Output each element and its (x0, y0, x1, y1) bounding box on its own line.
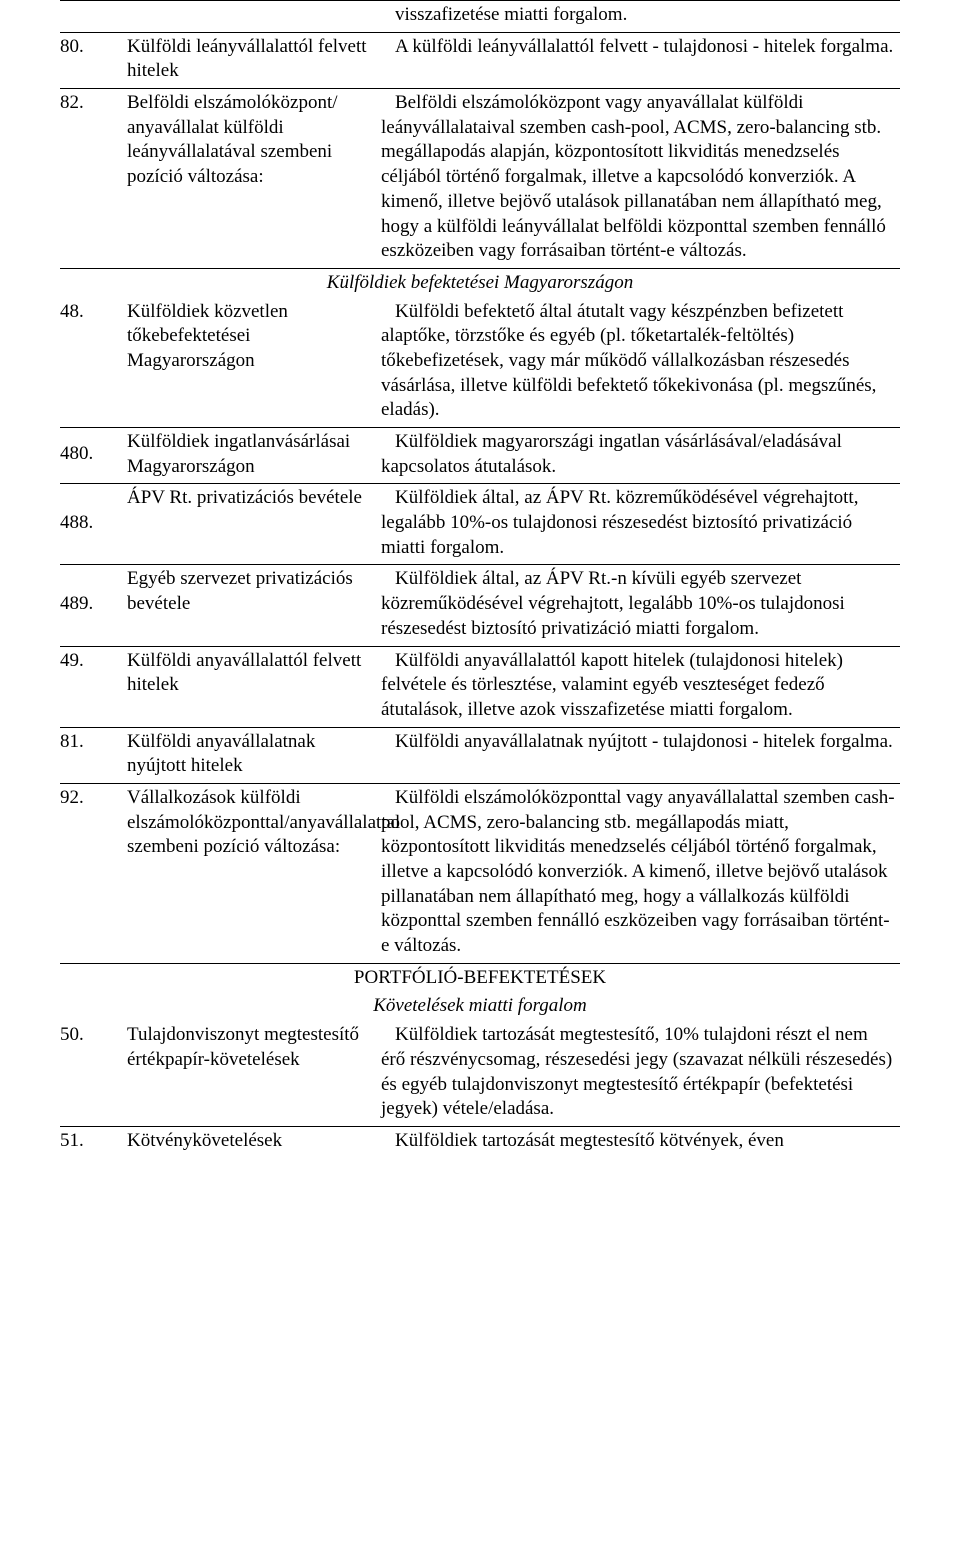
row-number: 82. (60, 89, 115, 269)
row-number: 92. (60, 783, 115, 963)
row-description: Külföldi anyavállalattól kapott hitelek … (377, 646, 900, 727)
table-row: 51.KötvénykövetelésekKülföldiek tartozás… (60, 1126, 900, 1157)
row-description: Külföldiek magyarországi ingatlan vásárl… (377, 428, 900, 484)
table-row: Követelések miatti forgalom (60, 992, 900, 1021)
row-title: Kötvénykövetelések (115, 1126, 377, 1157)
row-description: Külföldi elszámolóközponttal vagy anyavá… (377, 783, 900, 963)
row-title: Egyéb szervezet privatizációs bevétele (115, 565, 377, 646)
table-row: 480.Külföldiek ingatlanvásárlásai Magyar… (60, 428, 900, 484)
table-row: Külföldiek befektetései Magyarországon (60, 268, 900, 297)
row-number: 51. (60, 1126, 115, 1157)
definitions-table: visszafizetése miatti forgalom.80.Külföl… (60, 0, 900, 1158)
row-title: Külföldi leányvállalattól felvett hitele… (115, 32, 377, 88)
table-row: PORTFÓLIÓ-BEFEKTETÉSEK (60, 963, 900, 992)
row-number: 489. (60, 565, 115, 646)
table-row: visszafizetése miatti forgalom. (60, 1, 900, 33)
row-description: Külföldiek tartozását megtestesítő kötvé… (377, 1126, 900, 1157)
table-row: 82.Belföldi elszámolóközpont/ anyavállal… (60, 89, 900, 269)
row-number: 49. (60, 646, 115, 727)
row-description: Külföldiek tartozását megtestesítő, 10% … (377, 1021, 900, 1126)
section-heading: Külföldiek befektetései Magyarországon (60, 268, 900, 297)
table-row: 488.ÁPV Rt. privatizációs bevételeKülföl… (60, 484, 900, 565)
row-title: Külföldiek ingatlanvásárlásai Magyarorsz… (115, 428, 377, 484)
row-number: 80. (60, 32, 115, 88)
row-description: Külföldiek által, az ÁPV Rt.-n kívüli eg… (377, 565, 900, 646)
row-description: visszafizetése miatti forgalom. (377, 1, 900, 33)
section-heading: Követelések miatti forgalom (60, 992, 900, 1021)
row-number: 480. (60, 428, 115, 484)
row-title: Külföldiek közvetlen tőkebefektetései Ma… (115, 298, 377, 428)
row-description: Belföldi elszámolóközpont vagy anyaválla… (377, 89, 900, 269)
document-page: visszafizetése miatti forgalom.80.Külföl… (0, 0, 960, 1188)
row-title: Tulajdonviszonyt megtestesítő értékpapír… (115, 1021, 377, 1126)
row-title: Külföldi anyavállalatnak nyújtott hitele… (115, 727, 377, 783)
table-row: 92.Vállalkozások külföldi elszámolóközpo… (60, 783, 900, 963)
row-title: ÁPV Rt. privatizációs bevétele (115, 484, 377, 565)
row-number: 50. (60, 1021, 115, 1126)
row-title: Külföldi anyavállalattól felvett hitelek (115, 646, 377, 727)
row-description: Külföldiek által, az ÁPV Rt. közreműködé… (377, 484, 900, 565)
row-title (115, 1, 377, 33)
table-row: 489.Egyéb szervezet privatizációs bevéte… (60, 565, 900, 646)
row-title: Belföldi elszámolóközpont/ anyavállalat … (115, 89, 377, 269)
row-number: 48. (60, 298, 115, 428)
section-heading: PORTFÓLIÓ-BEFEKTETÉSEK (60, 963, 900, 992)
row-description: Külföldi anyavállalatnak nyújtott - tula… (377, 727, 900, 783)
table-row: 49.Külföldi anyavállalattól felvett hite… (60, 646, 900, 727)
row-number: 488. (60, 484, 115, 565)
table-row: 80.Külföldi leányvállalattól felvett hit… (60, 32, 900, 88)
row-description: A külföldi leányvállalattól felvett - tu… (377, 32, 900, 88)
row-title: Vállalkozások külföldi elszámolóközpontt… (115, 783, 377, 963)
table-row: 81.Külföldi anyavállalatnak nyújtott hit… (60, 727, 900, 783)
row-description: Külföldi befektető által átutalt vagy ké… (377, 298, 900, 428)
row-number (60, 1, 115, 33)
table-row: 48.Külföldiek közvetlen tőkebefektetései… (60, 298, 900, 428)
table-row: 50.Tulajdonviszonyt megtestesítő értékpa… (60, 1021, 900, 1126)
row-number: 81. (60, 727, 115, 783)
